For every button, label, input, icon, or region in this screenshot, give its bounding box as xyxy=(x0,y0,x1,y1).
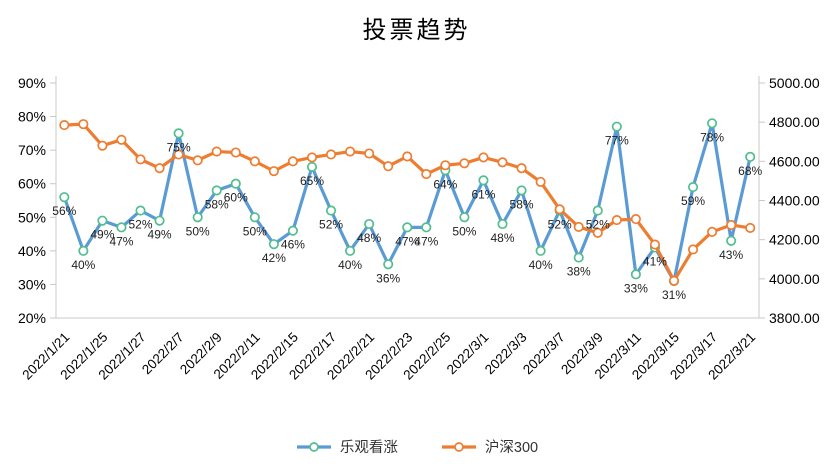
svg-text:41%: 41% xyxy=(643,255,667,269)
svg-text:40%: 40% xyxy=(71,258,95,272)
legend-item-bullish: 乐观看涨 xyxy=(295,436,398,457)
svg-text:77%: 77% xyxy=(605,134,629,148)
svg-text:4400.00: 4400.00 xyxy=(769,193,820,209)
right-axis-index: 5000.00 4800.00 4600.00 4400.00 4200.00 4000.… xyxy=(759,75,820,326)
svg-text:58%: 58% xyxy=(510,197,534,211)
axes xyxy=(55,76,760,319)
svg-text:50%: 50% xyxy=(18,209,46,225)
svg-text:58%: 58% xyxy=(205,197,229,211)
bullish-line-marker-icon xyxy=(296,441,331,452)
svg-text:75%: 75% xyxy=(167,140,191,154)
svg-text:4000.00: 4000.00 xyxy=(769,271,820,287)
svg-text:36%: 36% xyxy=(376,271,400,285)
svg-text:52%: 52% xyxy=(319,218,343,232)
legend-label-csi300: 沪深300 xyxy=(484,440,539,456)
svg-text:52%: 52% xyxy=(548,218,572,232)
svg-text:47%: 47% xyxy=(395,234,419,248)
svg-text:43%: 43% xyxy=(719,248,743,262)
legend-label-bullish: 乐观看涨 xyxy=(339,440,398,456)
svg-text:49%: 49% xyxy=(148,228,172,242)
svg-text:4800.00: 4800.00 xyxy=(769,114,820,130)
x-axis-dates: 2022/1/212022/1/252022/1/272022/2/72022/… xyxy=(19,330,758,383)
svg-text:70%: 70% xyxy=(18,142,46,158)
svg-text:68%: 68% xyxy=(738,164,762,178)
svg-text:65%: 65% xyxy=(300,174,324,188)
chart-title: 投票趋势 xyxy=(362,16,471,44)
svg-text:38%: 38% xyxy=(567,265,591,279)
svg-text:48%: 48% xyxy=(357,231,381,245)
svg-text:20%: 20% xyxy=(18,310,46,326)
svg-text:90%: 90% xyxy=(18,75,46,91)
svg-text:59%: 59% xyxy=(681,194,705,208)
svg-text:48%: 48% xyxy=(490,231,514,245)
bullish-data-labels: 56%40%49%47%52%49%75%50%58%60%50%42%46%6… xyxy=(52,130,762,302)
svg-text:30%: 30% xyxy=(18,276,46,292)
legend-item-csi300: 沪深300 xyxy=(440,436,538,457)
svg-text:50%: 50% xyxy=(452,224,476,238)
svg-text:40%: 40% xyxy=(18,243,46,259)
chart-legend: 乐观看涨 沪深300 xyxy=(0,436,833,457)
svg-text:4600.00: 4600.00 xyxy=(769,153,820,169)
svg-text:50%: 50% xyxy=(186,224,210,238)
csi300-line-marker-icon xyxy=(441,441,476,452)
svg-text:40%: 40% xyxy=(338,258,362,272)
svg-text:52%: 52% xyxy=(586,218,610,232)
svg-text:56%: 56% xyxy=(52,204,76,218)
svg-text:3800.00: 3800.00 xyxy=(769,310,820,326)
svg-text:47%: 47% xyxy=(414,234,438,248)
svg-text:50%: 50% xyxy=(243,224,267,238)
svg-text:60%: 60% xyxy=(224,191,248,205)
svg-text:5000.00: 5000.00 xyxy=(769,75,820,91)
svg-text:78%: 78% xyxy=(700,130,724,144)
left-axis-percent: 90% 80% 70% 60% 50% 40% 30% 20% xyxy=(18,75,56,326)
svg-text:4200.00: 4200.00 xyxy=(769,232,820,248)
svg-text:64%: 64% xyxy=(433,177,457,191)
svg-text:46%: 46% xyxy=(281,238,305,252)
svg-text:33%: 33% xyxy=(624,281,648,295)
svg-text:60%: 60% xyxy=(18,176,46,192)
svg-text:61%: 61% xyxy=(471,187,495,201)
svg-text:40%: 40% xyxy=(529,258,553,272)
svg-text:52%: 52% xyxy=(128,218,152,232)
svg-text:42%: 42% xyxy=(262,251,286,265)
svg-text:49%: 49% xyxy=(90,228,114,242)
svg-text:80%: 80% xyxy=(18,109,46,125)
svg-text:31%: 31% xyxy=(662,288,686,302)
svg-text:47%: 47% xyxy=(109,234,133,248)
csi300-series xyxy=(59,119,756,286)
